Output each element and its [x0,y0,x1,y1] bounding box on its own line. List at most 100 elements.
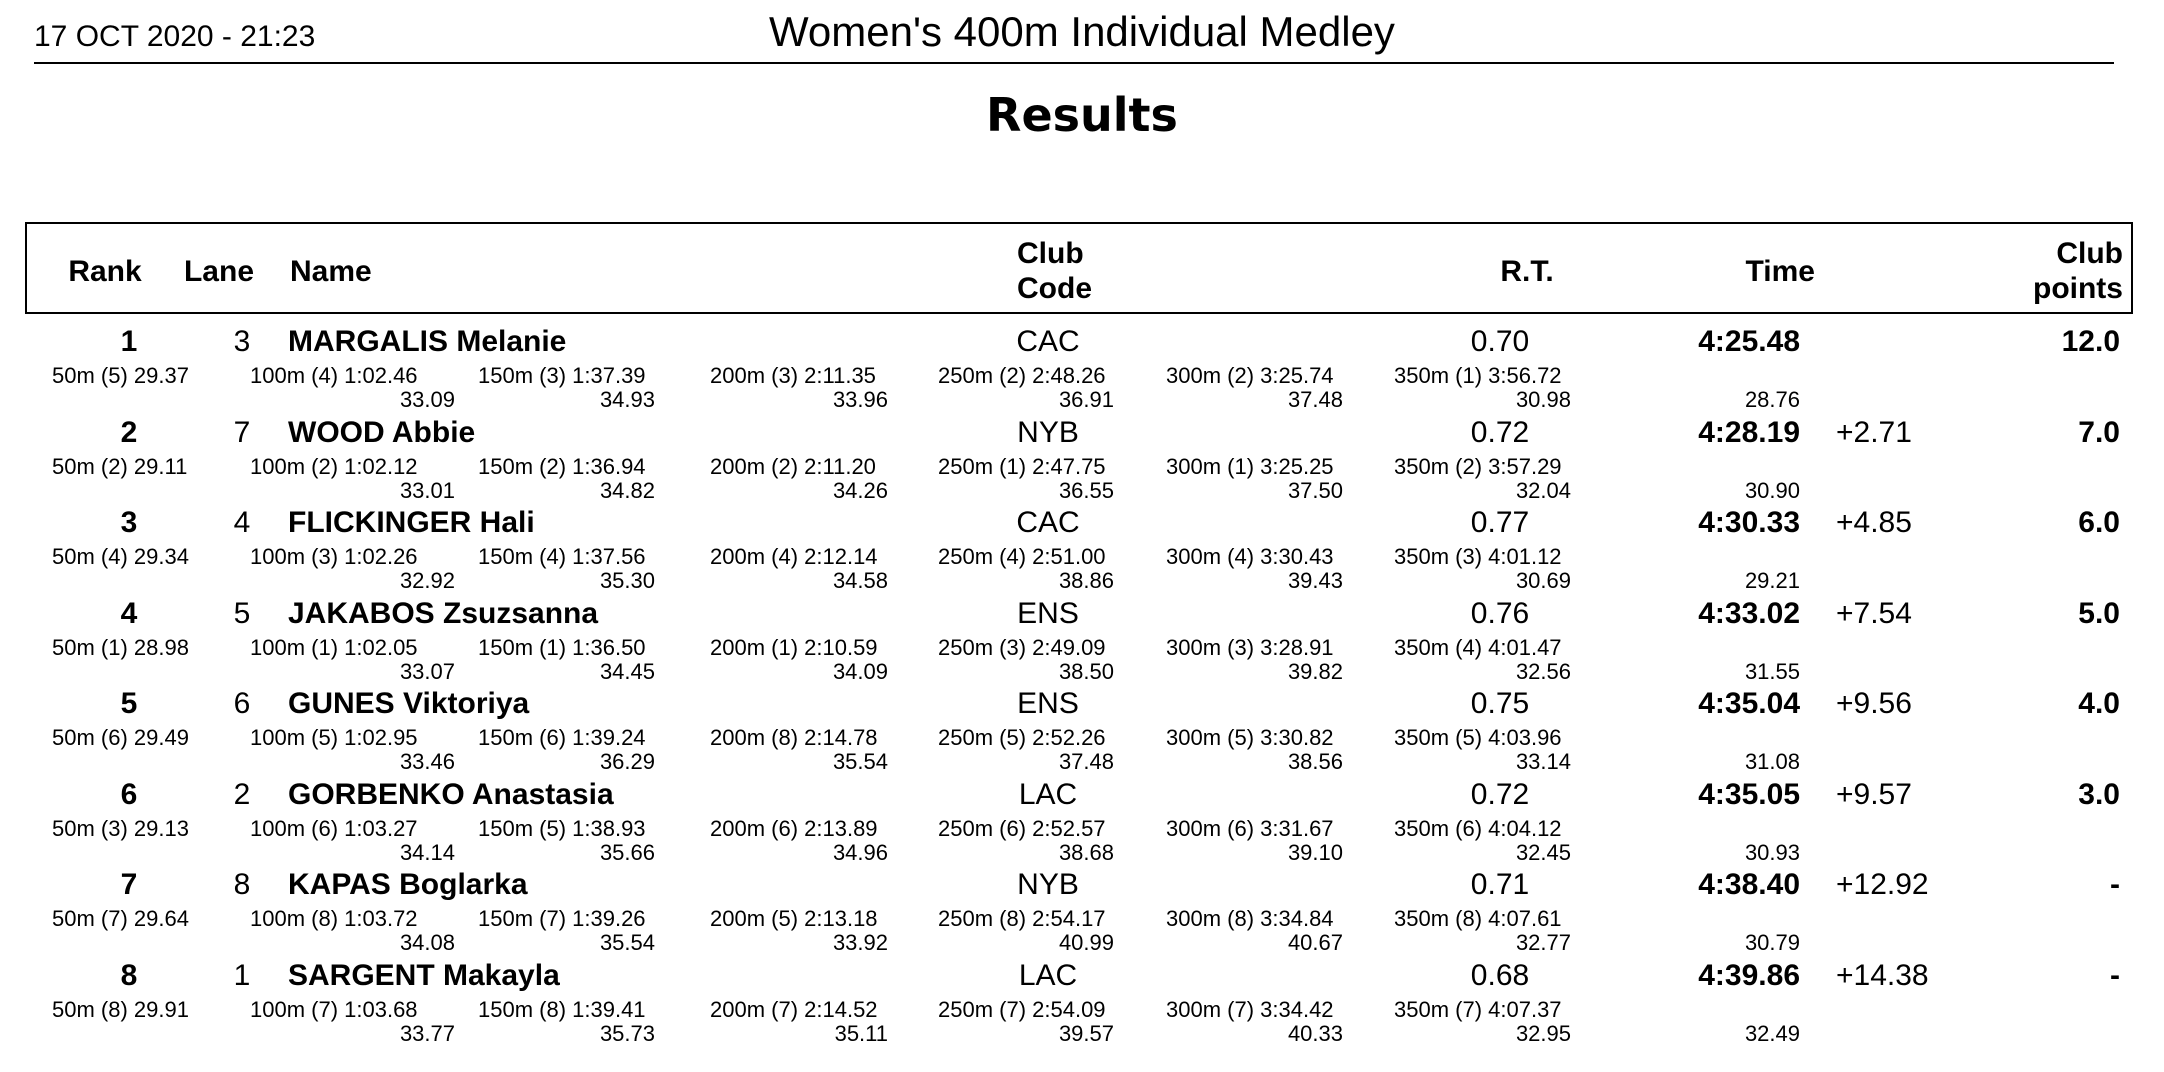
lap-split: 36.91 [1058,387,1114,412]
table-header: Rank Lane Name Club Code R.T. Time Club … [25,222,2133,314]
club-code: ENS [1017,687,1079,720]
split-time: 200m (2) 2:11.20 34.26 [710,454,888,503]
cumulative-split: 100m (6) 1:03.27 [250,815,418,841]
split-time: 150m (5) 1:38.93 35.66 [478,815,655,865]
club-points: 6.0 [2078,506,2120,539]
split-time: 300m (5) 3:30.82 38.56 [1166,726,1343,774]
cumulative-split: 350m (5) 4:03.96 [1394,725,1562,750]
split-time: 300m (1) 3:25.25 37.50 [1166,453,1343,503]
split-time: 300m (3) 3:28.91 39.82 [1166,635,1343,684]
last-lap-split: 31.55 [1744,658,1800,684]
cumulative-split: 350m (7) 4:07.37 [1394,996,1562,1022]
cumulative-split: 250m (6) 2:52.57 [938,815,1106,841]
reaction-time: 0.71 [1470,868,1530,901]
cumulative-split: 350m (2) 3:57.29 [1394,453,1562,479]
club-code: NYB [1017,415,1079,449]
lap-split: 32.04 [1515,477,1571,503]
event-title: Women's 400m Individual Medley [769,8,1395,55]
cumulative-split: 100m (3) 1:02.26 [250,544,418,569]
split-time: 50m (2) 29.11 [52,453,188,479]
result-lane: 2 [233,777,251,811]
lap-split: 34.26 [832,477,888,503]
club-code: ENS [1017,596,1079,630]
split-time: 100m (5) 1:02.95 33.46 [250,726,455,774]
header-reaction-time: R.T. [1500,255,1554,288]
cumulative-split: 150m (1) 1:36.50 [478,634,646,660]
split-time: 250m (6) 2:52.57 38.68 [938,815,1114,865]
result-lane: 4 [233,506,251,539]
last-lap-split: 32.49 [1744,1020,1800,1046]
result-lane: 3 [233,325,251,358]
split-time: 150m (6) 1:39.24 36.29 [478,726,655,774]
lap-split: 35.54 [599,930,655,955]
last-lap-split: 30.93 [1744,839,1800,865]
cumulative-split: 300m (1) 3:25.25 [1166,453,1334,479]
cumulative-split: 150m (5) 1:38.93 [478,815,646,841]
lap-split: 38.68 [1058,839,1114,865]
cumulative-split: 350m (3) 4:01.12 [1394,544,1562,569]
split-time: 100m (3) 1:02.26 32.92 [250,545,455,593]
split-time: 350m (4) 4:01.47 32.56 [1394,635,1571,684]
lap-split: 35.73 [599,1020,655,1046]
lap-split: 39.43 [1287,568,1343,593]
cumulative-split: 50m (4) 29.34 [52,544,189,569]
club-code: CAC [1016,325,1080,358]
cumulative-split: 50m (3) 29.13 [52,815,189,841]
final-time: 4:35.04 [1698,687,1800,720]
swimmer-name: KAPAS Boglarka [288,868,528,901]
swimmer-name: GUNES Viktoriya [288,687,530,720]
swimmer-name: SARGENT Makayla [288,958,560,992]
cumulative-split: 200m (5) 2:13.18 [710,906,878,931]
reaction-time: 0.70 [1470,325,1530,358]
split-time: 200m (3) 2:11.35 33.96 [710,364,888,412]
lap-split: 37.48 [1287,387,1343,412]
time-behind: +7.54 [1836,596,1912,630]
lap-split: 37.50 [1287,477,1343,503]
cumulative-split: 50m (2) 29.11 [52,453,188,479]
split-time: 150m (8) 1:39.41 35.73 [478,997,655,1046]
cumulative-split: 200m (1) 2:10.59 [710,634,878,660]
cumulative-split: 300m (8) 3:34.84 [1166,906,1334,931]
time-behind: +2.71 [1836,415,1912,449]
cumulative-split: 200m (3) 2:11.35 [710,363,876,388]
cumulative-split: 250m (3) 2:49.09 [938,634,1106,660]
swimmer-name: FLICKINGER Hali [288,506,535,539]
header-rank: Rank [68,255,142,288]
time-behind: +14.38 [1836,958,1929,992]
split-time: 350m (8) 4:07.61 32.77 [1394,907,1571,955]
result-row: 8 1 SARGENT Makayla LAC 0.68 4:39.86 +14.38 - 50… [0,958,2164,1048]
cumulative-split: 100m (5) 1:02.95 [250,725,418,750]
lap-split: 39.10 [1287,839,1343,865]
lap-split: 35.54 [832,749,888,774]
page-subtitle: Results [986,88,1178,142]
result-lane: 1 [233,958,251,992]
lap-split: 40.67 [1287,930,1343,955]
split-time: 300m (4) 3:30.43 39.43 [1166,545,1343,593]
lap-split: 35.66 [599,839,655,865]
split-time: 200m (8) 2:14.78 35.54 [710,726,888,774]
last-lap-split: 28.76 [1744,387,1800,412]
swimmer-name: MARGALIS Melanie [288,325,567,358]
time-behind: +9.56 [1836,687,1912,720]
cumulative-split: 150m (3) 1:37.39 [478,363,646,388]
split-time: 150m (4) 1:37.56 35.30 [478,545,655,593]
club-points: 7.0 [2078,415,2120,449]
lap-split: 30.98 [1515,387,1571,412]
split-time: 300m (2) 3:25.74 37.48 [1166,364,1343,412]
cumulative-split: 100m (2) 1:02.12 [250,453,418,479]
split-time: 250m (2) 2:48.26 36.91 [938,364,1114,412]
reaction-time: 0.68 [1470,958,1530,992]
club-points: 12.0 [2061,325,2120,358]
lap-split: 40.99 [1058,930,1114,955]
swimmer-name: JAKABOS Zsuzsanna [288,596,599,630]
cumulative-split: 100m (8) 1:03.72 [250,906,418,931]
reaction-time: 0.76 [1470,596,1530,630]
lap-split: 38.56 [1287,749,1343,774]
final-time: 4:30.33 [1698,506,1800,539]
result-rank: 3 [120,506,138,539]
split-time: 250m (8) 2:54.17 40.99 [938,907,1114,955]
lap-split: 34.14 [399,839,455,865]
club-points: - [2110,958,2120,992]
split-time: 200m (5) 2:13.18 33.92 [710,907,888,955]
cumulative-split: 250m (2) 2:48.26 [938,363,1106,388]
